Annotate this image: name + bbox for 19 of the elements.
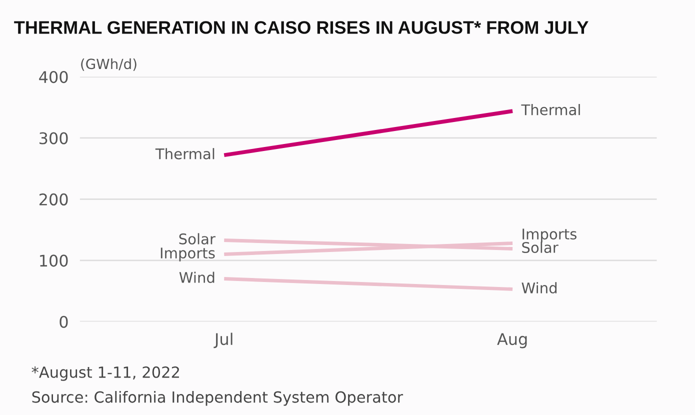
- y-tick-label: 200: [39, 193, 68, 206]
- y-tick-label: 0: [60, 316, 68, 328]
- y-tick-label: 400: [39, 70, 68, 84]
- y-tick-label: 100: [40, 254, 68, 267]
- y-tick-label: 300: [40, 132, 68, 144]
- text: *August 1-11, 2022: [32, 366, 179, 381]
- text: Thermal: [155, 148, 214, 160]
- series-label: Wind: [522, 282, 557, 294]
- series-label: Solar: [179, 233, 216, 244]
- text: Wind: [179, 272, 214, 284]
- text: Solar: [522, 242, 558, 254]
- series-label: Thermal: [521, 104, 580, 116]
- x-tick-label: Aug: [497, 333, 527, 348]
- source-note: Source: California Independent System Operator: [32, 391, 404, 406]
- y-axis-title: (GWh/d): [81, 58, 136, 71]
- chart-title: THERMAL GENERATION IN CAISO RISES IN AUGUST* FROM JULY: [14, 21, 588, 34]
- series-label: Imports: [160, 248, 215, 262]
- text: Imports: [522, 228, 576, 242]
- x-tick-label: Jul: [214, 332, 232, 348]
